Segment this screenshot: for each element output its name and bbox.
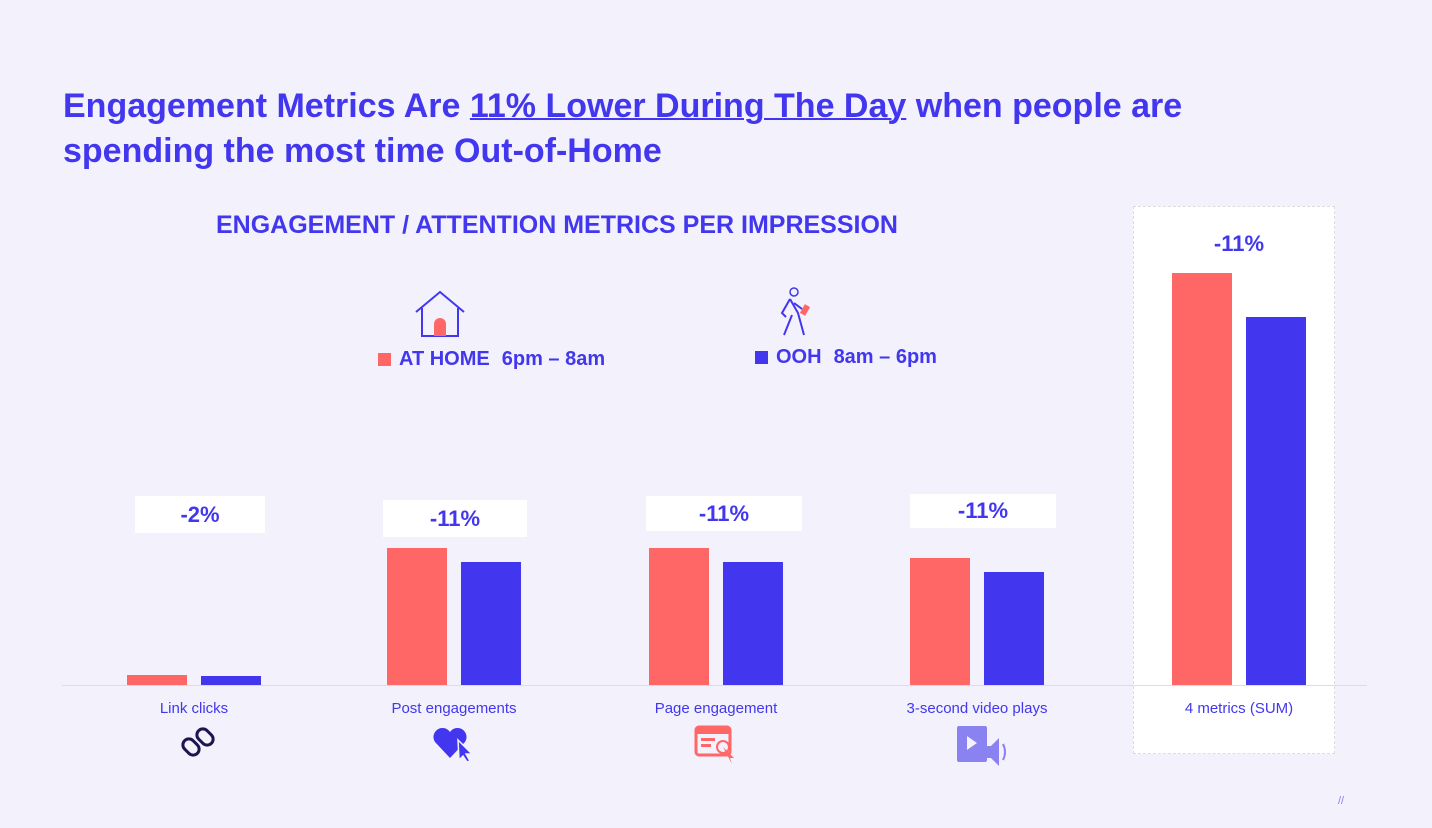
bar-at-home [387, 548, 447, 685]
heart-cursor-icon [433, 727, 474, 762]
category-label: Page engagement [654, 700, 778, 717]
legend-label: OOH [776, 346, 822, 368]
category-label: 4 metrics (SUM) [1184, 700, 1294, 717]
broken-link-icon [181, 727, 215, 757]
change-label: -2% [135, 496, 265, 533]
legend-label: AT HOME [399, 348, 490, 370]
video-sound-icon [957, 726, 1006, 766]
chart-title: ENGAGEMENT / ATTENTION METRICS PER IMPRE… [216, 211, 898, 239]
legend-swatch-ooh [755, 351, 768, 364]
page-title: Engagement Metrics Are 11% Lower During … [63, 87, 1183, 170]
walking-person-icon [780, 287, 811, 336]
legend-time: 6pm – 8am [501, 348, 606, 370]
legend-item-ooh: OOH 8am – 6pm [755, 346, 937, 369]
change-label: -11% [646, 496, 802, 531]
bar-at-home [910, 558, 970, 685]
change-label: -11% [910, 494, 1056, 528]
legend-item-at-home: AT HOME 6pm – 8am [378, 348, 605, 371]
bar-at-home [649, 548, 709, 685]
bar-at-home [1172, 273, 1232, 685]
legend-swatch-home [378, 353, 391, 366]
legend-time: 8am – 6pm [833, 346, 937, 368]
bar-at-home [127, 675, 187, 685]
category-label: Post engagements [391, 700, 517, 717]
footer-mark: // [1338, 795, 1345, 807]
bar-ooh [201, 676, 261, 685]
category-label: 3-second video plays [906, 700, 1048, 717]
change-label: -11% [383, 500, 527, 537]
bar-ooh [984, 572, 1044, 685]
bar-ooh [461, 562, 521, 685]
x-axis-line [62, 685, 1367, 686]
category-label: Link clicks [159, 700, 229, 717]
bar-ooh [723, 562, 783, 685]
house-icon [415, 290, 465, 337]
webpage-click-icon [694, 725, 734, 764]
change-label: -11% [1213, 231, 1265, 256]
bar-ooh [1246, 317, 1306, 685]
